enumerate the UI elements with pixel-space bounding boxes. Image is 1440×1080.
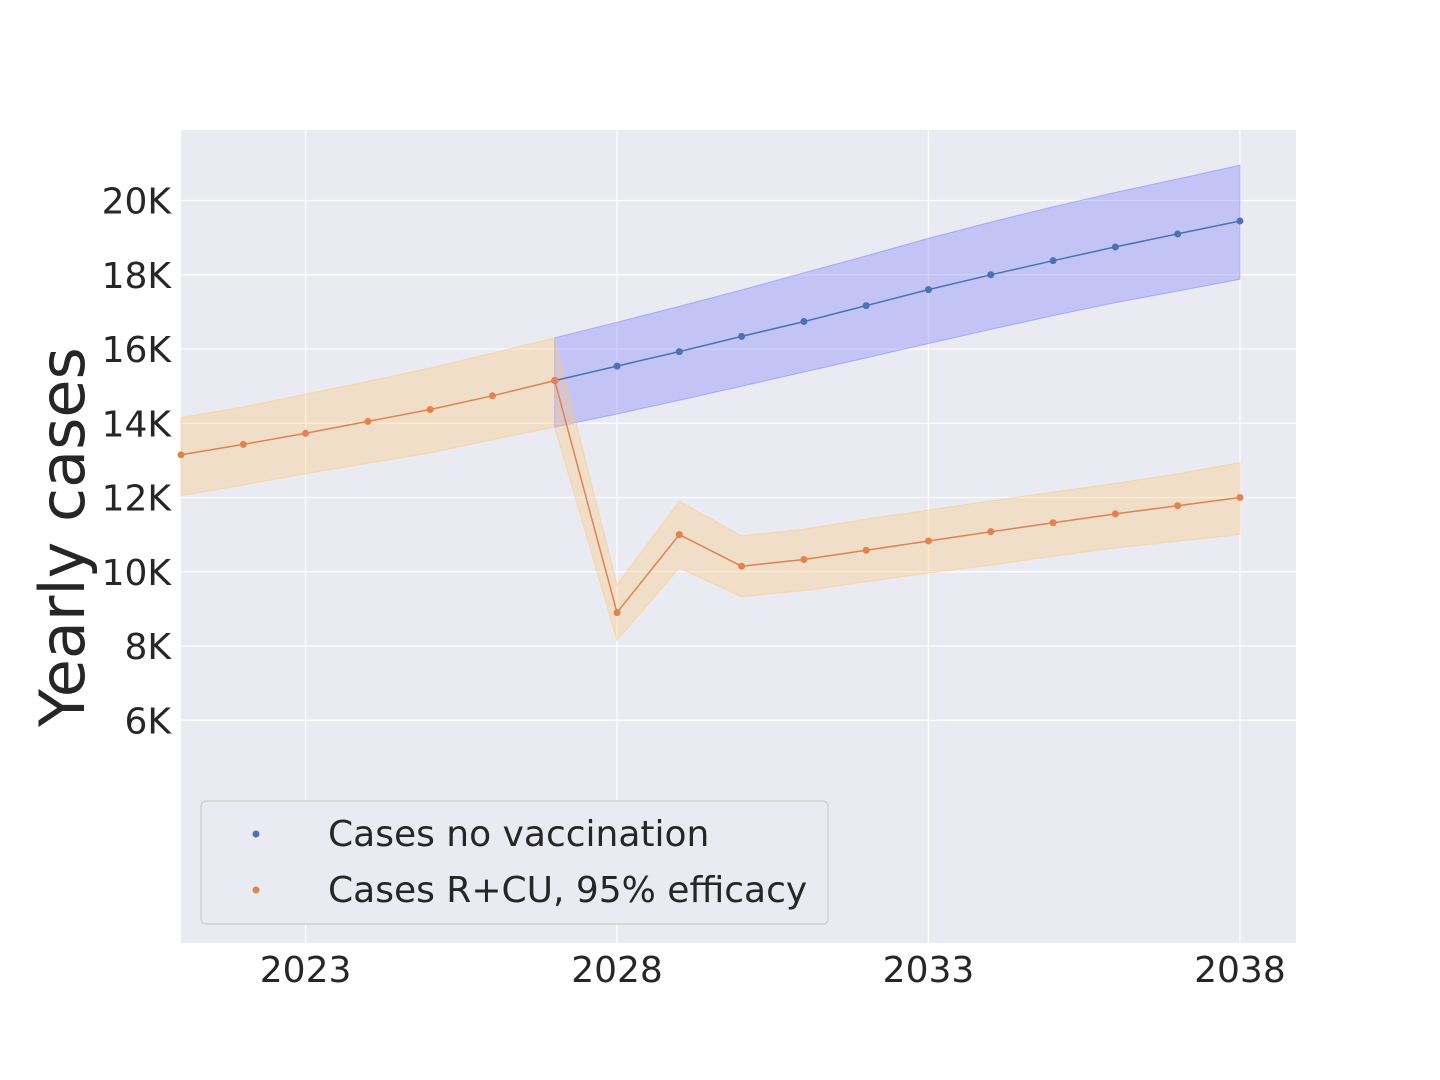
x-tick-label: 2023: [260, 950, 352, 991]
y-tick-label: 16K: [102, 330, 173, 371]
data-point-series-1: [924, 537, 932, 545]
data-point-series-1: [862, 546, 870, 554]
data-point-series-1: [239, 440, 247, 448]
data-point-series-0: [1236, 217, 1244, 225]
confidence-band-series-0: [554, 164, 1241, 428]
legend-label-no-vaccination: Cases no vaccination: [328, 814, 709, 855]
legend: Cases no vaccination Cases R+CU, 95% eff…: [200, 800, 829, 925]
data-point-series-0: [675, 348, 683, 356]
y-tick-label: 20K: [102, 182, 173, 223]
x-tick-label: 2038: [1194, 950, 1286, 991]
y-tick-labels: 6K 8K 10K 12K 14K 16K 18K 20K: [102, 182, 173, 743]
data-point-series-1: [738, 562, 746, 570]
y-tick-label: 8K: [124, 627, 172, 668]
y-tick-label: 14K: [102, 404, 173, 445]
x-tick-label: 2028: [571, 950, 663, 991]
data-point-series-1: [675, 531, 683, 539]
series-line-0: [554, 220, 1241, 382]
legend-marker-rcu: [252, 886, 260, 894]
data-point-series-1: [1236, 494, 1244, 502]
data-point-series-1: [800, 556, 808, 564]
legend-marker-no-vaccination: [252, 830, 260, 838]
y-tick-label: 12K: [102, 479, 173, 520]
data-point-series-0: [987, 271, 995, 279]
series-lines: [180, 220, 1241, 615]
data-point-series-0: [1049, 257, 1057, 265]
confidence-band-series-1: [180, 337, 1241, 642]
data-point-series-1: [613, 609, 621, 617]
y-tick-label: 6K: [124, 701, 172, 742]
y-axis-title: Yearly cases: [26, 347, 99, 728]
data-point-series-1: [1049, 519, 1057, 527]
data-point-series-0: [800, 318, 808, 326]
x-tick-labels: 2023 2028 2033 2038: [260, 950, 1286, 991]
data-point-series-1: [426, 406, 434, 414]
data-point-series-0: [924, 286, 932, 294]
data-point-series-1: [364, 417, 372, 425]
legend-label-rcu: Cases R+CU, 95% efficacy: [328, 870, 807, 911]
data-point-series-0: [1111, 243, 1119, 251]
data-point-series-0: [613, 362, 621, 370]
data-point-series-1: [1174, 502, 1182, 510]
data-point-series-0: [738, 332, 746, 340]
data-point-series-0: [1174, 230, 1182, 238]
data-point-series-1: [488, 392, 496, 400]
data-point-series-1: [302, 429, 310, 437]
data-point-series-1: [1111, 510, 1119, 518]
data-point-series-1: [551, 377, 559, 385]
data-point-series-0: [862, 302, 870, 310]
legend-box: [200, 800, 829, 925]
series-line-1: [180, 379, 1240, 615]
x-tick-label: 2033: [883, 950, 975, 991]
data-point-series-1: [987, 528, 995, 536]
y-tick-label: 10K: [102, 553, 173, 594]
data-point-series-1: [177, 451, 185, 459]
y-tick-label: 18K: [102, 256, 173, 297]
series-markers: [177, 217, 1244, 617]
confidence-bands: [180, 164, 1241, 642]
